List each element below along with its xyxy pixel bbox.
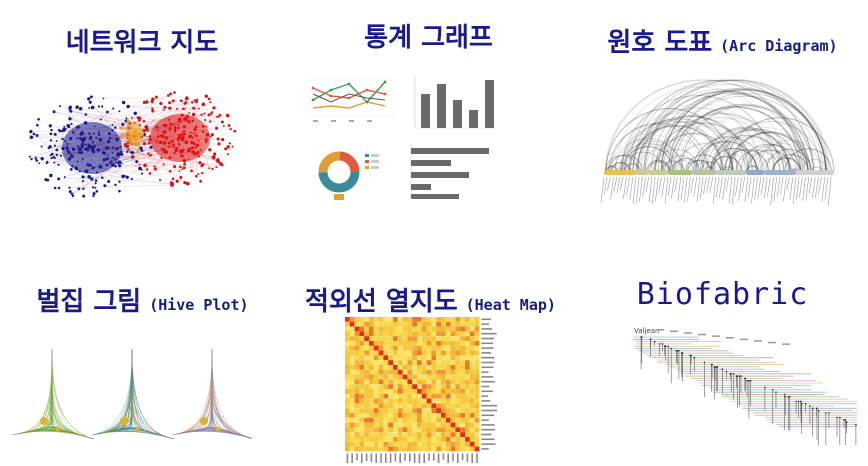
hive-plot-green [12,349,95,440]
arc-node-bar [604,170,834,175]
hive-plot-gray [171,349,252,439]
panel-title-text: 적외선 열지도 [305,287,458,317]
biofabric-header-label: Valjean [634,327,659,335]
arc-node-labels [600,176,832,206]
donut-chart-thumbnail [318,151,379,200]
panel-title-text: 벌집 그림 [36,287,142,317]
hbar-chart-thumbnail [410,144,489,199]
line-chart-thumbnail [307,79,395,122]
arc-diagram-graphic [600,79,835,206]
heat-map-labels [346,318,498,463]
panel-title: 적외선 열지도 (Heat Map) [283,281,578,318]
biofabric-graphic: Valjean [633,327,857,445]
biofabric-node-lines [633,336,857,428]
panel-biofabric: Biofabric Valjean [578,233,867,466]
panel-title-text: 통계 그래프 [364,23,493,53]
hive-plot-mixed [91,349,175,440]
bar-chart-thumbnail [414,76,497,129]
panel-hive-plot: 벌집 그림 (Hive Plot) [0,233,289,466]
heat-map-graphic [345,317,498,463]
panel-title: 네트워크 지도 [0,22,289,59]
panel-title: Biofabric [578,277,867,312]
panel-title: 벌집 그림 (Hive Plot) [0,281,289,318]
panel-heat-map: 적외선 열지도 (Heat Map) [289,233,578,466]
panel-subtitle: (Arc Diagram) [720,37,838,55]
panel-statistics-graph: 통계 그래프 [289,0,578,233]
panel-title-text: 네트워크 지도 [65,28,219,58]
network-nodes [28,91,237,198]
stats-dashboard [307,76,497,200]
arc-links [604,79,835,173]
biofabric-edge-lines [640,329,857,445]
panel-title: 통계 그래프 [279,17,578,54]
panel-network-map: 네트워크 지도 [0,0,289,233]
panel-title-text: Biofabric [636,277,809,312]
panel-arc-diagram: 원호 도표 (Arc Diagram) [578,0,867,233]
panel-subtitle: (Heat Map) [465,296,556,314]
network-graph [28,91,237,198]
heat-map-cells [345,317,480,452]
panel-subtitle: (Hive Plot) [149,296,249,314]
panel-title-text: 원호 도표 [607,28,713,58]
hive-plot-graphic [12,349,252,440]
panel-title: 원호 도표 (Arc Diagram) [578,22,867,59]
